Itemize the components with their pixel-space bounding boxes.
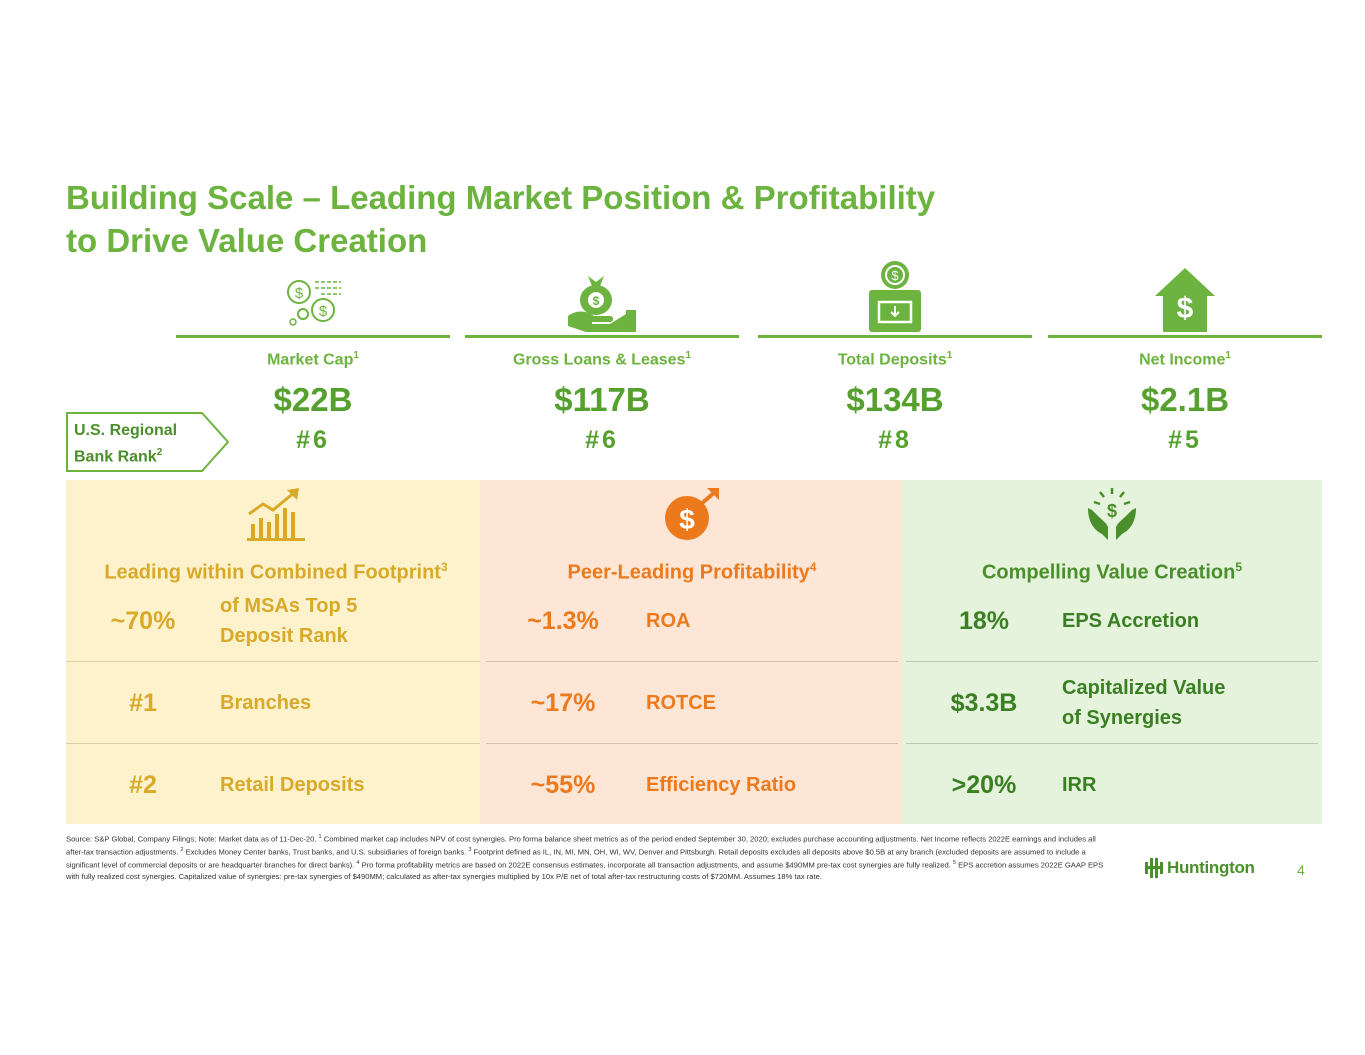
row-divider (906, 661, 1318, 662)
list-item: ~55% Efficiency Ratio (530, 770, 797, 799)
hands-dollar-icon: $ (1088, 488, 1136, 540)
metric-market-cap: $ $ Market Cap1 $22B #6 (176, 258, 450, 455)
panel-footprint: Leading within Combined Footprint3 ~70% … (66, 480, 486, 824)
metric-gross-loans: $ Gross Loans & Leases1 $117B #6 (465, 258, 739, 455)
panel-profitability: $ Peer-Leading Profitability4 ~1.3% ROA … (480, 480, 904, 824)
row-divider (66, 661, 480, 662)
metric-label: Market Cap1 (267, 350, 359, 369)
source-footnote: Source: S&P Global, Company Filings; Not… (66, 834, 1104, 882)
list-item: ~1.3% ROA (527, 606, 691, 635)
panel-title: Compelling Value Creation5 (981, 560, 1243, 584)
title-line-1: Building Scale – Leading Market Position… (66, 179, 936, 216)
svg-text:$: $ (1177, 292, 1194, 325)
svg-text:$: $ (891, 268, 899, 283)
metric-divider (465, 335, 739, 338)
metric-value: $22B (273, 381, 353, 419)
metric-value: $117B (554, 381, 650, 419)
money-coins-icon: $ $ (287, 280, 341, 326)
growth-chart-icon (247, 488, 305, 541)
metric-divider (1048, 335, 1322, 338)
metric-label: Gross Loans & Leases1 (512, 350, 692, 369)
panel-value-creation: $ Compelling Value Creation5 18% EPS Acc… (902, 480, 1322, 824)
rank-label-text: U.S. Regional Bank Rank2 (74, 422, 178, 466)
svg-text:$: $ (593, 294, 600, 308)
list-item: #1 Branches (129, 688, 312, 717)
page-title: Building Scale – Leading Market Position… (66, 176, 1066, 262)
row-divider (906, 743, 1318, 744)
list-item: ~70% of MSAs Top 5 Deposit Rank (110, 595, 358, 647)
svg-text:$: $ (1107, 501, 1117, 521)
metric-rank: #5 (1168, 426, 1202, 455)
list-item: $3.3B Capitalized Value of Synergies (950, 677, 1226, 729)
metric-value: $2.1B (1140, 381, 1230, 419)
metric-rank: #6 (296, 426, 330, 455)
list-item: >20% IRR (951, 770, 1097, 799)
huntington-logo-icon (1145, 858, 1163, 878)
house-dollar-icon: $ (1155, 268, 1215, 332)
deposit-box-icon: $ (869, 261, 921, 332)
svg-text:$: $ (295, 285, 304, 302)
metric-total-deposits: $ Total Deposits1 $134B #8 (758, 258, 1032, 455)
metric-divider (758, 335, 1032, 338)
metric-divider (176, 335, 450, 338)
svg-text:$: $ (319, 303, 328, 320)
panel-title: Leading within Combined Footprint3 (104, 560, 448, 584)
panel-title: Peer-Leading Profitability4 (567, 560, 817, 584)
metric-rank: #8 (878, 426, 912, 455)
title-line-2: to Drive Value Creation (66, 222, 428, 259)
metric-label: Net Income1 (1139, 350, 1231, 369)
metric-rank: #6 (585, 426, 619, 455)
rank-label-box: U.S. Regional Bank Rank2 (66, 412, 230, 472)
row-divider (486, 743, 898, 744)
list-item: ~17% ROTCE (530, 688, 716, 717)
money-bag-hand-icon: $ (568, 276, 636, 332)
metric-value: $134B (846, 381, 944, 419)
huntington-logo: Huntington (1145, 858, 1255, 878)
svg-text:$: $ (679, 504, 695, 535)
row-divider (486, 661, 898, 662)
row-divider (66, 743, 480, 744)
metric-label: Total Deposits1 (837, 350, 953, 369)
list-item: 18% EPS Accretion (958, 606, 1200, 635)
metric-net-income: $ Net Income1 $2.1B #5 (1048, 258, 1322, 455)
list-item: #2 Retail Deposits (129, 770, 365, 799)
dollar-growth-icon: $ (665, 488, 719, 540)
page-number: 4 (1297, 862, 1305, 878)
